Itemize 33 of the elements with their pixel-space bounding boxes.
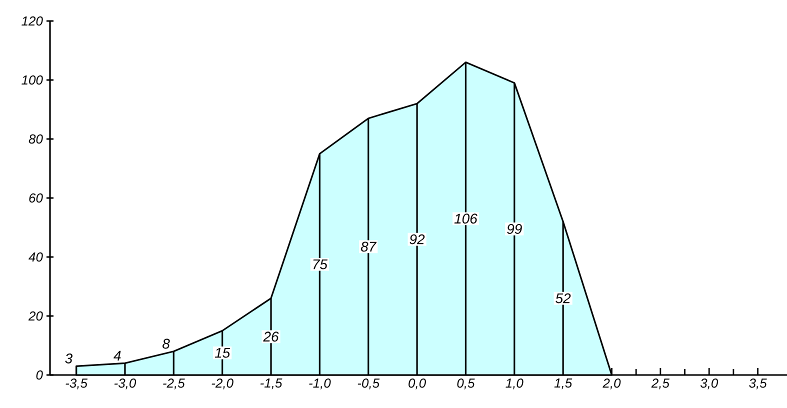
x-tick-label: 3,5 <box>749 378 767 390</box>
x-tick-label: 0,5 <box>457 378 475 390</box>
data-label: 4 <box>114 350 121 360</box>
x-tick-label: -2,5 <box>163 378 185 390</box>
y-tick-label: 20 <box>28 311 43 321</box>
data-label: 99 <box>507 224 522 234</box>
x-tick-label: -3,5 <box>66 378 88 390</box>
x-tick-label: -2,0 <box>212 378 234 390</box>
x-tick-label: 3,0 <box>700 378 718 390</box>
data-label: 106 <box>454 214 478 224</box>
data-label: 87 <box>360 242 377 252</box>
x-tick-label: 1,0 <box>506 378 524 390</box>
data-label: 92 <box>410 234 425 244</box>
data-label: 26 <box>263 332 279 342</box>
data-label: 3 <box>65 354 72 364</box>
y-tick-label: 0 <box>36 370 43 380</box>
data-label: 52 <box>556 293 571 304</box>
y-tick-label: 60 <box>29 193 43 203</box>
x-tick-label: -1,5 <box>260 378 282 390</box>
data-label: 15 <box>214 348 230 358</box>
x-tick-label: 2,5 <box>651 378 670 390</box>
data-label: 8 <box>162 338 170 349</box>
x-tick-label: -1,0 <box>309 378 331 390</box>
x-tick-label: 0,0 <box>408 378 426 390</box>
y-tick-label: 100 <box>22 75 43 85</box>
x-tick-label: -0,5 <box>358 378 380 390</box>
y-tick-label: 40 <box>28 252 43 262</box>
data-label: 75 <box>313 259 328 270</box>
x-tick-label: -3,0 <box>114 378 136 390</box>
x-tick-label: 1,5 <box>554 378 572 390</box>
y-tick-label: 120 <box>22 16 43 26</box>
y-tick-label: 80 <box>28 134 43 144</box>
x-tick-label: 2,0 <box>602 378 621 390</box>
